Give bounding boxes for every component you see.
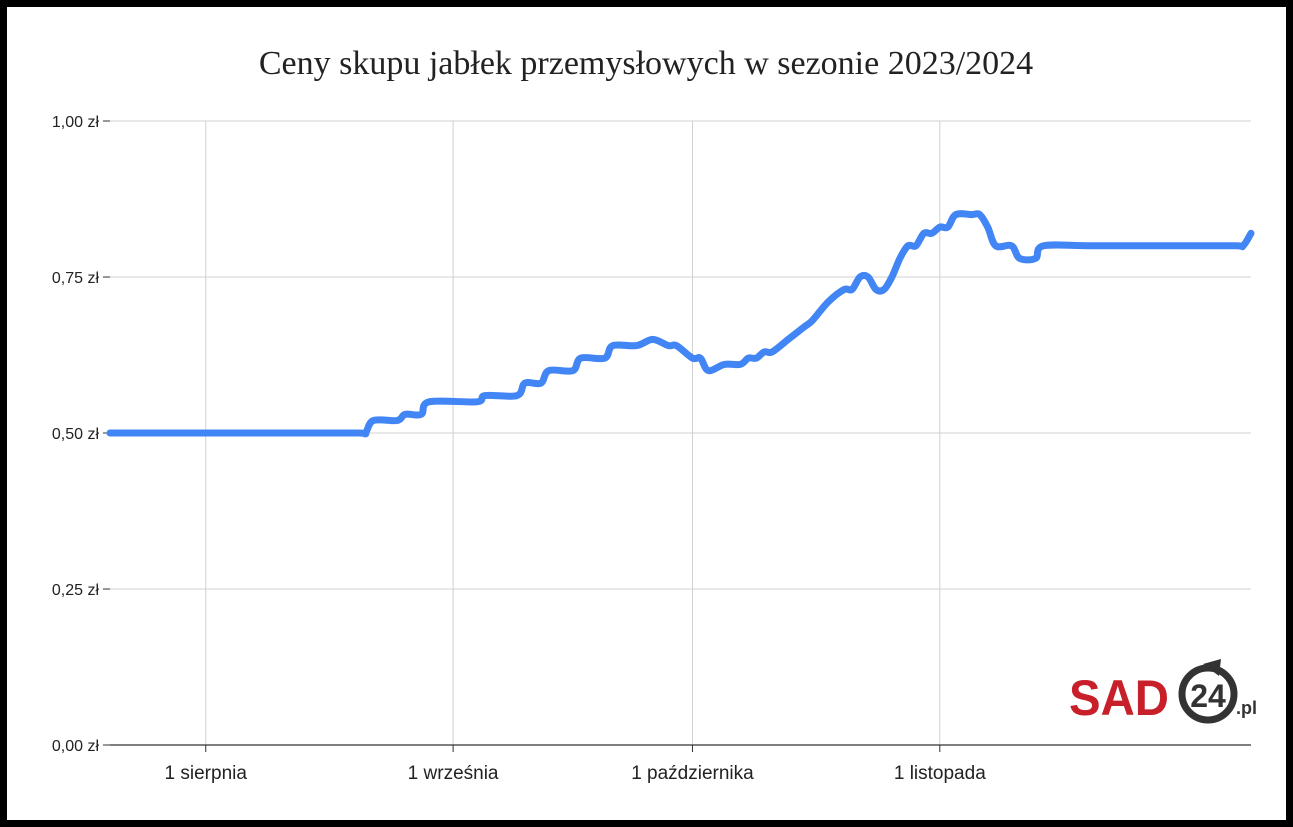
y-tick-label: 0,50 zł bbox=[52, 426, 100, 443]
logo-suffix-text: .pl bbox=[1236, 698, 1257, 718]
logo-number-text: 24 bbox=[1190, 678, 1226, 714]
axes: 0,00 zł 0,25 zł 0,50 zł 0,75 zł 1,00 zł 1 sie… bbox=[52, 114, 1251, 784]
y-tick-label: 1,00 zł bbox=[52, 114, 100, 131]
y-tick-label: 0,25 zł bbox=[52, 582, 100, 599]
x-tick-label: 1 listopada bbox=[894, 763, 986, 784]
series-layer bbox=[106, 210, 1255, 438]
chart-frame: Ceny skupu jabłek przemysłowych w sezoni… bbox=[7, 7, 1286, 820]
x-tick-label: 1 sierpnia bbox=[165, 763, 248, 784]
line-chart: Ceny skupu jabłek przemysłowych w sezoni… bbox=[52, 45, 1257, 784]
y-tick-label: 0,00 zł bbox=[52, 738, 100, 755]
x-tick-label: 1 września bbox=[408, 763, 499, 784]
logo-ring-icon bbox=[1178, 664, 1238, 724]
sad24-logo: SAD 24 .pl bbox=[1069, 659, 1257, 726]
logo-brand-text: SAD bbox=[1069, 670, 1169, 726]
x-tick-label: 1 października bbox=[631, 763, 754, 784]
chart-title: Ceny skupu jabłek przemysłowych w sezoni… bbox=[259, 45, 1033, 82]
price-series-line bbox=[106, 210, 1255, 438]
logo-arrow-icon bbox=[1203, 659, 1221, 676]
y-tick-label: 0,75 zł bbox=[52, 270, 100, 287]
